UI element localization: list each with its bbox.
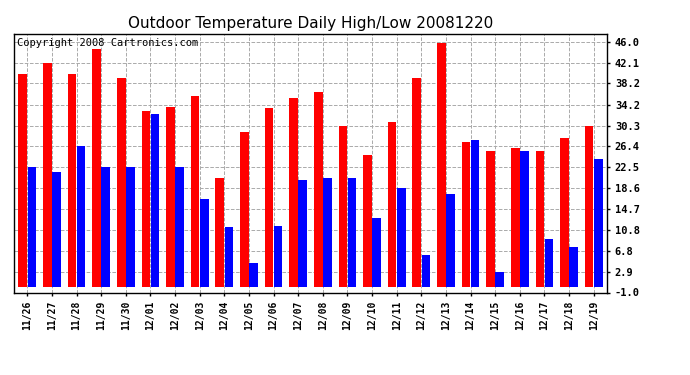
Bar [585,126,593,287]
Bar [126,167,135,287]
Bar [544,239,553,287]
Bar [265,108,273,287]
Bar [141,111,150,287]
Bar [373,218,381,287]
Bar [314,92,322,287]
Bar [511,148,520,287]
Bar [363,155,372,287]
Bar [240,132,248,287]
Text: Copyright 2008 Cartronics.com: Copyright 2008 Cartronics.com [17,38,198,48]
Bar [92,49,101,287]
Bar [299,180,307,287]
Bar [397,188,406,287]
Bar [215,178,224,287]
Bar [77,146,86,287]
Bar [43,63,52,287]
Bar [323,178,332,287]
Bar [117,78,126,287]
Bar [150,114,159,287]
Bar [520,151,529,287]
Bar [422,255,430,287]
Bar [339,126,347,287]
Bar [289,98,298,287]
Bar [569,247,578,287]
Bar [437,43,446,287]
Bar [446,194,455,287]
Bar [462,141,471,287]
Bar [413,78,421,287]
Bar [166,107,175,287]
Bar [560,138,569,287]
Bar [594,159,602,287]
Bar [28,167,36,287]
Title: Outdoor Temperature Daily High/Low 20081220: Outdoor Temperature Daily High/Low 20081… [128,16,493,31]
Bar [191,96,199,287]
Bar [274,226,282,287]
Bar [52,172,61,287]
Bar [388,122,397,287]
Bar [68,74,77,287]
Bar [200,199,208,287]
Bar [486,151,495,287]
Bar [101,167,110,287]
Bar [19,74,27,287]
Bar [535,151,544,287]
Bar [495,272,504,287]
Bar [224,227,233,287]
Bar [175,167,184,287]
Bar [249,263,258,287]
Bar [348,178,356,287]
Bar [471,141,480,287]
